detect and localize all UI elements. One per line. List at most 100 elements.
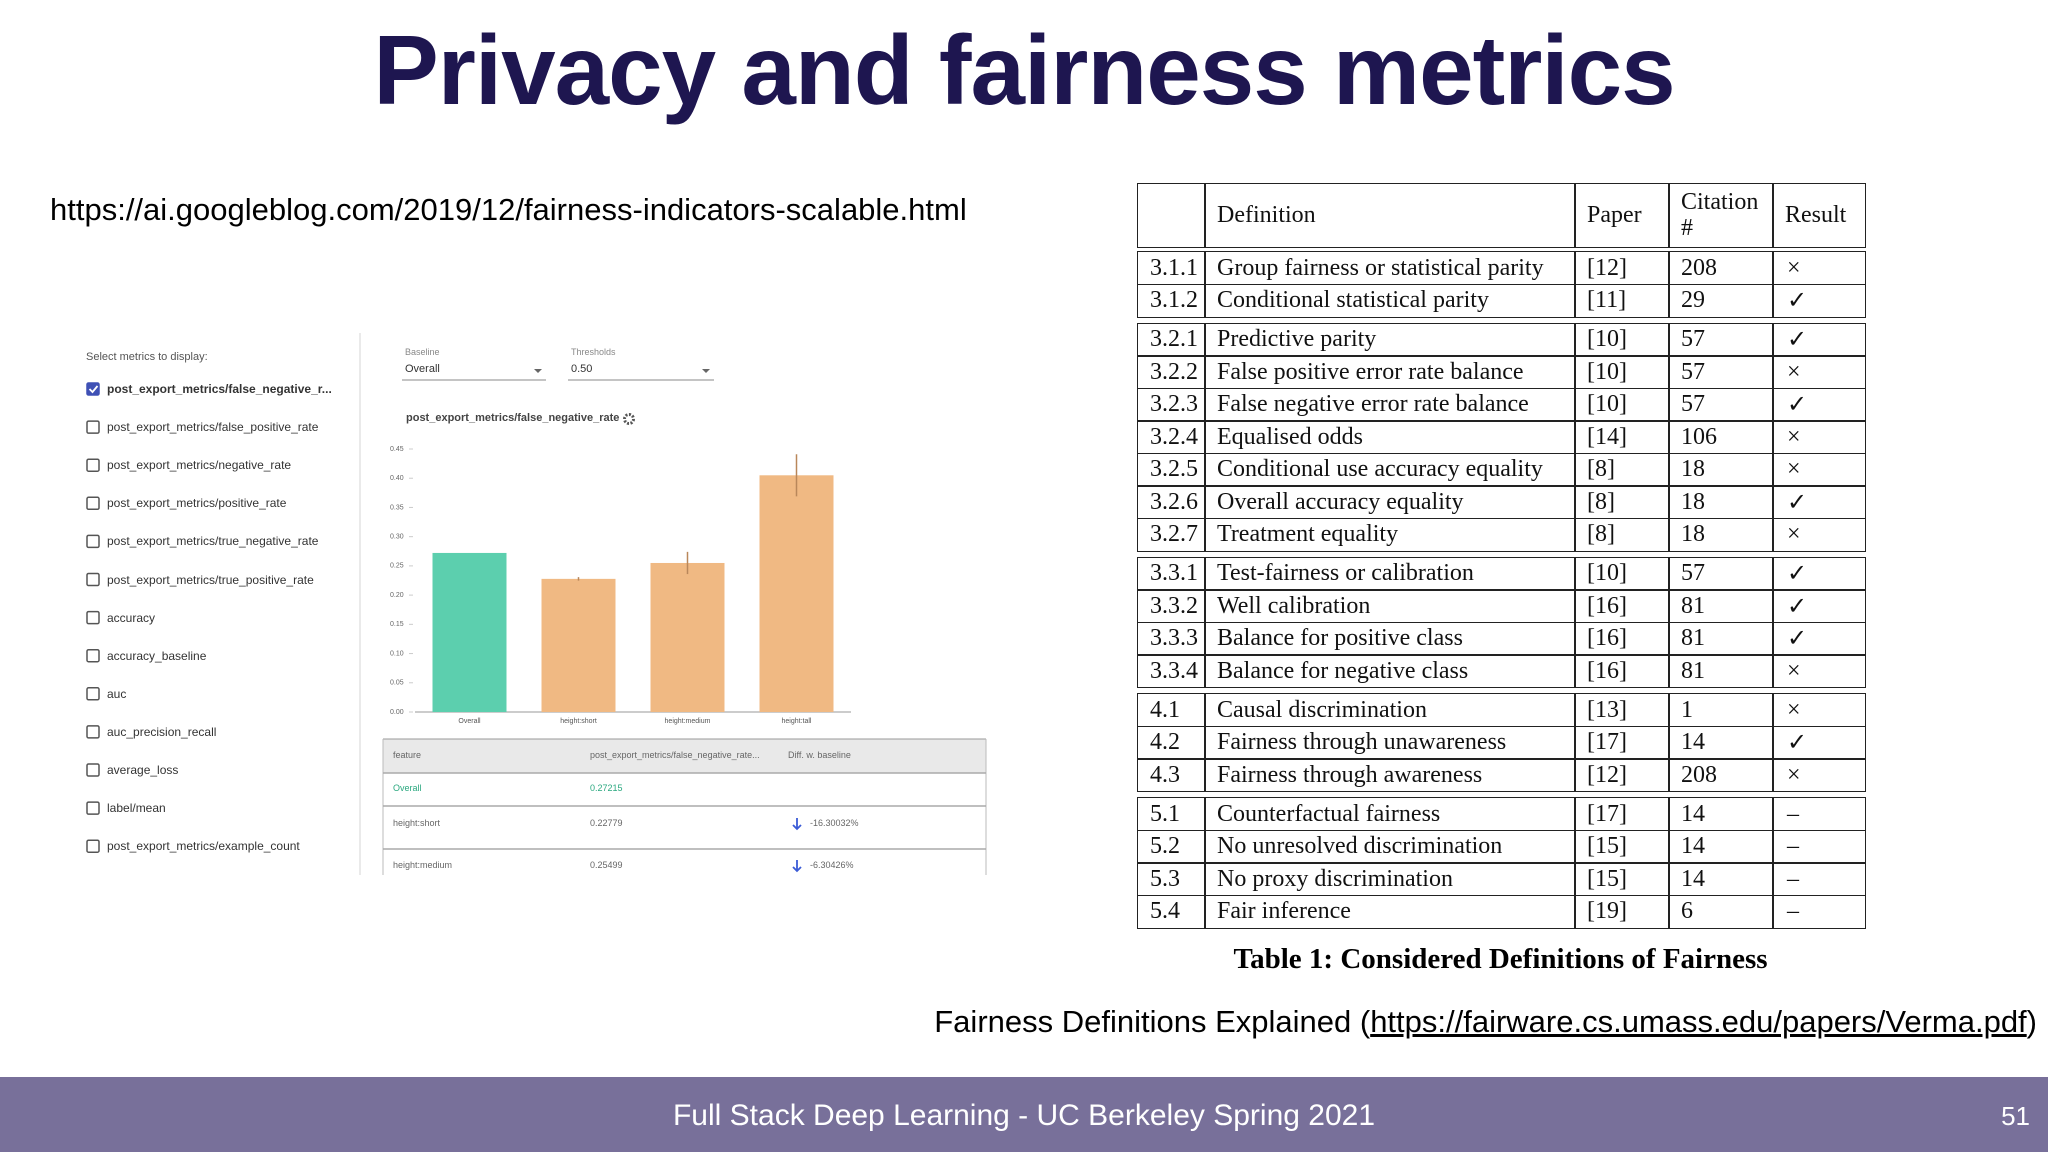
- table-header: post_export_metrics/false_negative_rate.…: [590, 750, 760, 760]
- table-cell: [15]: [1574, 862, 1670, 896]
- header-cell: Citation #: [1668, 183, 1774, 248]
- checkbox: [86, 801, 100, 815]
- table-cell: False negative error rate balance: [1204, 387, 1576, 422]
- table-cell: 3.1.1: [1137, 251, 1206, 285]
- metric-label[interactable]: accuracy_baseline: [107, 648, 207, 663]
- table-cell: height:short: [393, 818, 441, 828]
- header-cell: Result: [1772, 183, 1866, 248]
- table-cell: [10]: [1574, 355, 1670, 389]
- table-cell: Equalised odds: [1204, 420, 1576, 454]
- table-cell: ✓: [1772, 725, 1866, 760]
- reference-link[interactable]: https://fairware.cs.umass.edu/papers/Ver…: [1370, 1004, 2027, 1039]
- table-cell: 3.2.7: [1137, 517, 1206, 552]
- table-cell: 0.22779: [590, 818, 623, 828]
- table-cell: 81: [1668, 589, 1774, 623]
- table-cell: Fairness through awareness: [1204, 758, 1576, 792]
- checkbox: [86, 839, 100, 853]
- checkbox: [86, 648, 100, 663]
- checkbox: [86, 420, 100, 434]
- table-cell: 3.2.1: [1137, 322, 1206, 357]
- table-cell: [15]: [1574, 829, 1670, 864]
- checkbox: [86, 725, 100, 739]
- dashboard-screenshot: 0.00 0.05 0.10 0.15 0.20 0.25 0.30 0.35 0.40 0.45…: [60, 320, 1000, 875]
- table-cell: 208: [1668, 758, 1774, 792]
- table-cell: 18: [1668, 452, 1774, 487]
- metric-label[interactable]: post_export_metrics/false_negative_r...: [107, 382, 332, 396]
- y-tick-label: 0.30: [390, 534, 404, 541]
- table-cell: 0.25499: [590, 860, 623, 870]
- table-cell: Overall: [393, 783, 422, 793]
- table-cell: [16]: [1574, 589, 1670, 623]
- table-cell: [19]: [1574, 894, 1670, 929]
- table-cell: height:medium: [393, 860, 453, 870]
- table-cell: No unresolved discrimination: [1204, 829, 1576, 864]
- metric-label[interactable]: post_export_metrics/example_count: [107, 839, 300, 854]
- settings-icon: [623, 413, 635, 425]
- source-link[interactable]: https://ai.googleblog.com/2019/12/fairne…: [50, 192, 967, 227]
- metric-label[interactable]: auc: [107, 686, 127, 701]
- table-cell: -6.30426%: [810, 860, 854, 870]
- table-cell: ×: [1772, 517, 1866, 552]
- bar: [432, 552, 507, 712]
- table-cell: [12]: [1574, 758, 1670, 792]
- table-cell: 3.3.4: [1137, 654, 1206, 688]
- table-cell: 14: [1668, 862, 1774, 896]
- table-cell: Treatment equality: [1204, 517, 1576, 552]
- table-cell: Predictive parity: [1204, 322, 1576, 357]
- reference-text: ): [2026, 1004, 2037, 1039]
- bar: [759, 475, 834, 712]
- dropdown-value[interactable]: 0.50: [571, 363, 593, 375]
- table-cell: ✓: [1772, 621, 1866, 656]
- table-cell: 5.2: [1137, 829, 1206, 864]
- table-cell: 3.3.1: [1137, 556, 1206, 591]
- metric-label[interactable]: auc_precision_recall: [107, 724, 217, 739]
- y-tick-label: 0.05: [390, 680, 404, 687]
- table-cell: Conditional statistical parity: [1204, 283, 1576, 318]
- checkbox: [86, 458, 100, 472]
- checkmark: [88, 385, 99, 394]
- metric-label[interactable]: average_loss: [107, 763, 179, 777]
- metric-label[interactable]: post_export_metrics/true_negative_rate: [107, 534, 319, 549]
- table-cell: 29: [1668, 283, 1774, 318]
- table-cell: [8]: [1574, 485, 1670, 519]
- checkbox: [86, 382, 100, 396]
- table-cell: ✓: [1772, 556, 1866, 591]
- table-cell: 57: [1668, 355, 1774, 389]
- table-cell: Test-fairness or calibration: [1204, 556, 1576, 591]
- metric-label[interactable]: post_export_metrics/positive_rate: [107, 496, 287, 511]
- checkbox: [86, 763, 100, 777]
- metric-label[interactable]: label/mean: [107, 801, 166, 816]
- checkbox: [86, 534, 100, 549]
- metric-label[interactable]: post_export_metrics/negative_rate: [107, 458, 292, 473]
- y-tick-label: 0.25: [390, 563, 404, 570]
- dropdown-label: Thresholds: [571, 347, 616, 357]
- header-cell: Definition: [1204, 183, 1576, 248]
- x-tick-label: height:medium: [665, 718, 711, 725]
- metric-label[interactable]: accuracy: [107, 610, 156, 625]
- metric-label[interactable]: post_export_metrics/false_positive_rate: [107, 420, 319, 435]
- table-cell: Counterfactual fairness: [1204, 797, 1576, 831]
- table-cell: Group fairness or statistical parity: [1204, 251, 1576, 285]
- table-cell: 3.2.3: [1137, 387, 1206, 422]
- table-cell: 4.1: [1137, 693, 1206, 727]
- header-cell: Paper: [1574, 183, 1670, 248]
- table-cell: [8]: [1574, 452, 1670, 487]
- table-header-band: [383, 739, 986, 773]
- dropdown-arrow: [702, 369, 710, 373]
- y-tick-label: 0.40: [390, 475, 404, 482]
- table-cell: [10]: [1574, 556, 1670, 591]
- table-cell: ×: [1772, 693, 1866, 727]
- table-cell: [17]: [1574, 797, 1670, 831]
- table-cell: [10]: [1574, 322, 1670, 357]
- table-cell: –: [1772, 862, 1866, 896]
- chart-title: post_export_metrics/false_negative_rate: [406, 412, 620, 424]
- table-cell: Balance for positive class: [1204, 621, 1576, 656]
- table-cell: -16.30032%: [810, 818, 859, 828]
- dropdown-value[interactable]: Overall: [405, 363, 440, 375]
- table-cell: –: [1772, 797, 1866, 831]
- table-cell: [12]: [1574, 251, 1670, 285]
- metric-label[interactable]: post_export_metrics/true_positive_rate: [107, 572, 314, 587]
- reference: Fairness Definitions Explained (https://…: [934, 1004, 2037, 1040]
- checkbox: [86, 610, 100, 625]
